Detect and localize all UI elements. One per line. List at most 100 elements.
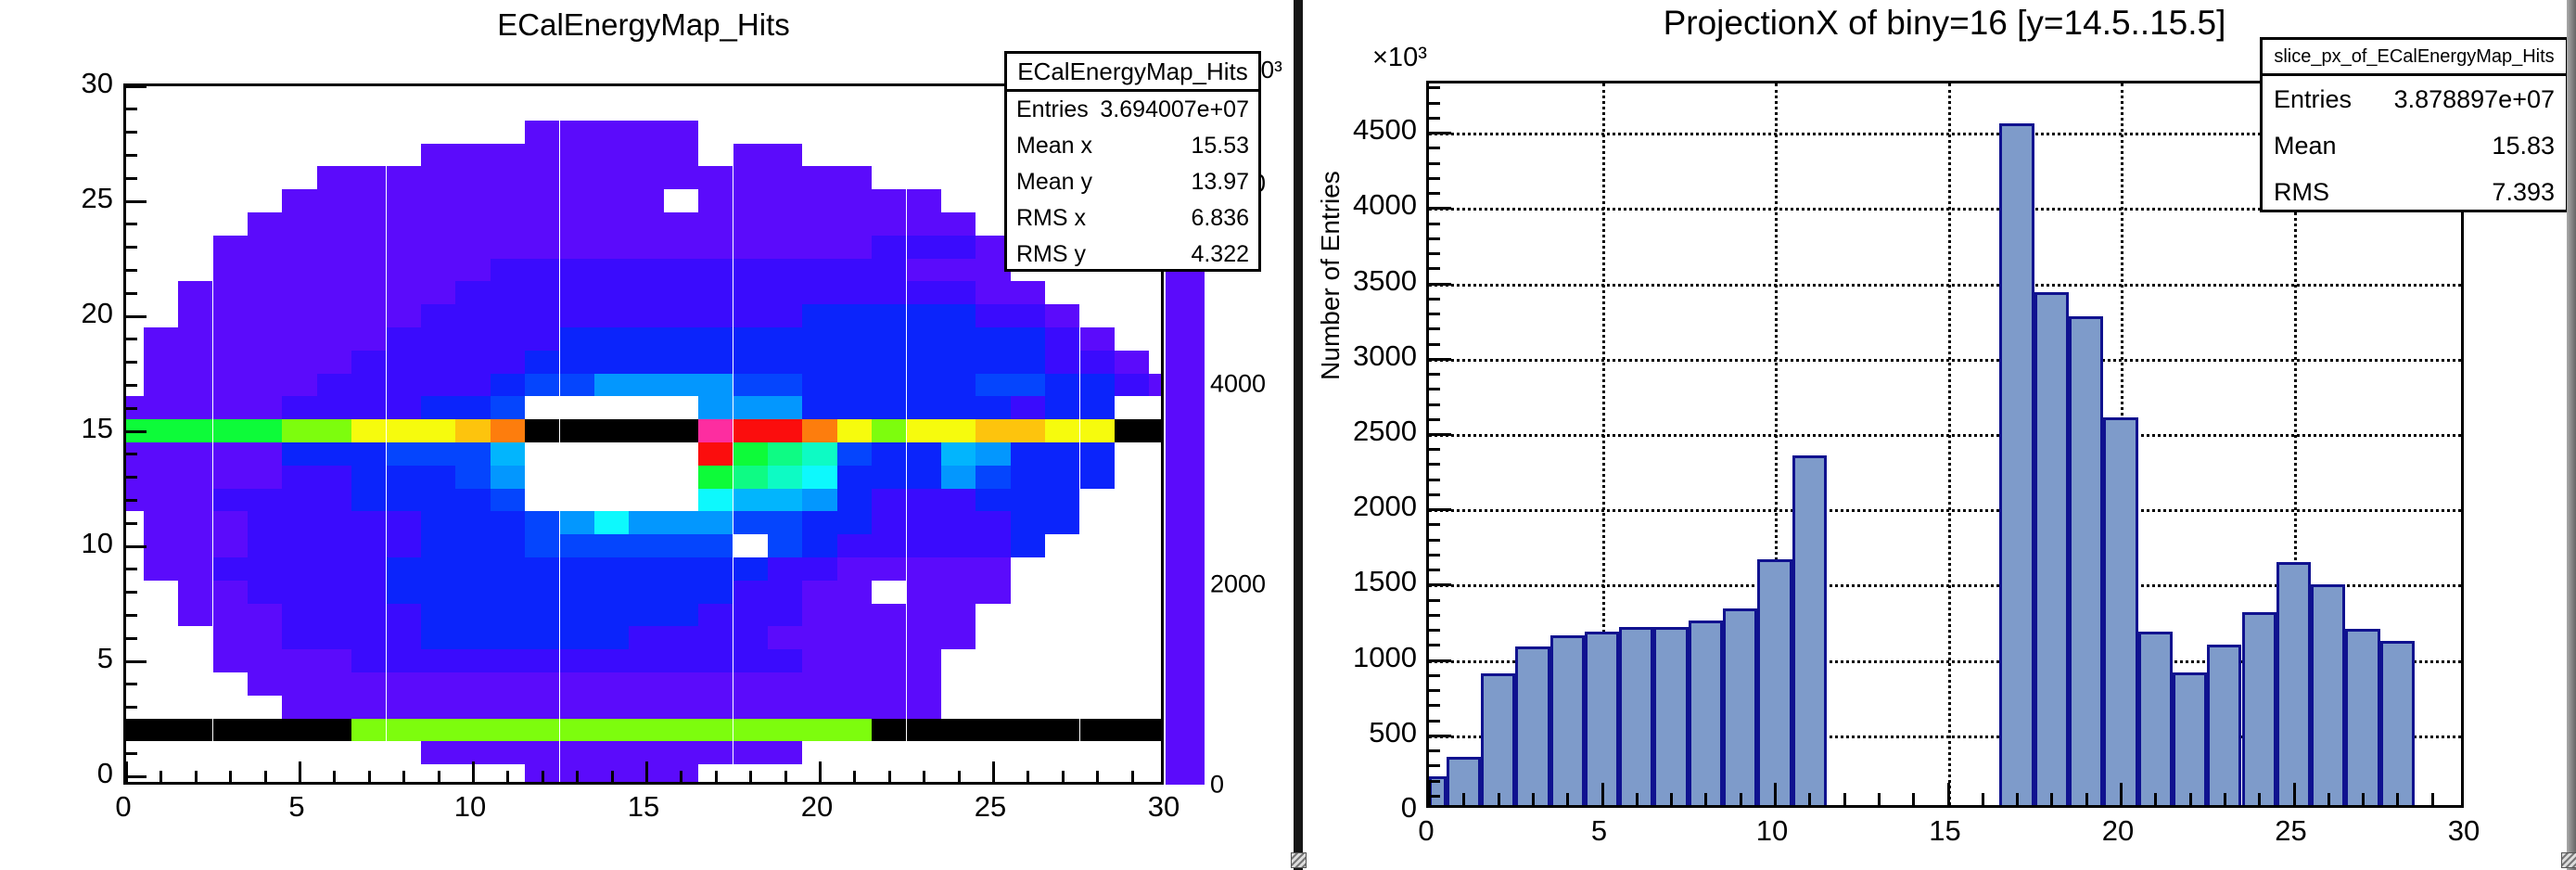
heatmap-cell — [420, 534, 456, 557]
pad-heatmap[interactable]: ECalEnergyMap_Hits 0 5 10 15 20 25 30 0 5 10 15 20… — [0, 0, 1294, 870]
pad-divider[interactable] — [1294, 0, 1303, 870]
histogram-bar — [2069, 316, 2104, 805]
canvas-resize-grip[interactable] — [2561, 852, 2576, 868]
y-tick-label: 4000 — [1353, 188, 1417, 222]
heatmap-cell — [1010, 350, 1046, 374]
pad-projection[interactable]: ProjectionX of biny=16 [y=14.5..15.5] Nu… — [1303, 0, 2569, 870]
stat-value: 3.878897e+07 — [2393, 84, 2555, 113]
horizontal-gridline — [1429, 133, 2461, 136]
heatmap-cell — [455, 695, 491, 719]
heatmap-cell — [872, 695, 907, 719]
projection-title: ProjectionX of biny=16 [y=14.5..15.5] — [1663, 4, 2226, 42]
y-major-tick — [1429, 207, 1451, 211]
heatmap-cell — [525, 741, 560, 765]
divider-resize-grip[interactable] — [1291, 852, 1307, 868]
heatmap-cell — [247, 419, 283, 442]
heatmap-cell — [559, 166, 594, 190]
heatmap-cell — [455, 143, 491, 167]
heatmap-cell — [698, 649, 733, 672]
heatmap-cell — [559, 235, 594, 259]
heatmap-cell — [906, 649, 941, 672]
heatmap-cell — [525, 212, 560, 236]
heatmap-cell — [698, 396, 733, 420]
heatmap-cell — [143, 511, 179, 535]
heatmap-cell — [1045, 350, 1080, 374]
heatmap-cell — [802, 511, 837, 535]
heatmap-cell — [490, 488, 526, 512]
heatmap-cell — [282, 672, 317, 696]
y-minor-tick — [1429, 101, 1440, 105]
heatmap-cell — [872, 488, 907, 512]
heatmap-cell — [525, 511, 560, 535]
heatmap-cell — [178, 603, 213, 627]
heatmap-cell — [247, 534, 283, 557]
heatmap-cell — [316, 419, 352, 442]
heatmap-cell — [872, 442, 907, 466]
projection-frame[interactable] — [1426, 81, 2464, 808]
projection-stats-box[interactable]: slice_px_of_ECalEnergyMap_Hits Entries 3… — [2260, 37, 2569, 212]
heatmap-cell — [836, 350, 873, 374]
heatmap-cell — [386, 419, 421, 442]
x-tick-label: 15 — [627, 790, 660, 823]
heatmap-cell — [386, 373, 421, 397]
y-minor-tick — [126, 176, 137, 180]
y-minor-tick — [1429, 493, 1440, 496]
x-major-tick — [126, 761, 128, 782]
heatmap-cell — [351, 258, 387, 282]
x-minor-tick — [1843, 793, 1846, 805]
heatmap-cell — [178, 557, 213, 581]
heatmap-cell — [351, 189, 387, 212]
x-minor-tick — [853, 771, 857, 782]
x-minor-tick — [2362, 793, 2366, 805]
heatmap-cell — [490, 695, 526, 719]
heatmap-cell — [178, 511, 213, 535]
heatmap-cell — [178, 373, 213, 397]
y-minor-tick — [1429, 161, 1440, 165]
x-tick-label: 10 — [1755, 814, 1789, 847]
heatmap-cell — [698, 718, 733, 742]
heatmap-cell — [629, 695, 664, 719]
x-tick-label: 5 — [288, 790, 305, 823]
heatmap-cell — [490, 465, 526, 489]
y-minor-tick — [1429, 794, 1440, 798]
heatmap-cell — [282, 281, 317, 305]
heatmap-cell — [420, 442, 456, 466]
heatmap-cell — [593, 741, 630, 765]
heatmap-cell — [490, 258, 526, 282]
heatmap-cell — [940, 488, 976, 512]
heatmap-cell — [420, 580, 456, 604]
heatmap-cell — [351, 419, 387, 442]
heatmap-frame[interactable] — [123, 83, 1164, 785]
heatmap-cell — [455, 258, 491, 282]
y-minor-tick — [1429, 779, 1440, 783]
heatmap-cell — [1010, 465, 1046, 489]
heatmap-cell — [872, 281, 907, 305]
heatmap-cell — [698, 741, 733, 765]
heatmap-cell — [316, 304, 352, 327]
heatmap-cell — [282, 603, 317, 627]
heatmap-stats-box[interactable]: ECalEnergyMap_Hits Entries 3.694007e+07 … — [1004, 51, 1261, 272]
y-major-tick — [1429, 659, 1451, 662]
heatmap-cell — [802, 718, 837, 742]
heatmap-cell — [629, 649, 664, 672]
y-minor-tick — [1429, 553, 1440, 557]
canvas-edge-bar[interactable] — [2567, 0, 2576, 870]
stat-label: Entries — [2274, 84, 2353, 113]
heatmap-cell — [872, 350, 907, 374]
heatmap-cell — [282, 327, 317, 351]
heatmap-cell — [802, 465, 837, 489]
heatmap-cell — [351, 396, 387, 420]
heatmap-cell — [247, 672, 283, 696]
heatmap-cell — [836, 534, 873, 557]
heatmap-cell — [836, 327, 873, 351]
y-tick-label: 30 — [81, 66, 113, 99]
heatmap-cell — [386, 212, 421, 236]
heatmap-cell — [836, 396, 873, 420]
heatmap-cell — [698, 281, 733, 305]
x-minor-tick — [2430, 793, 2434, 805]
y-tick-label: 25 — [81, 181, 113, 214]
heatmap-cell — [143, 442, 179, 466]
heatmap-cell — [593, 373, 630, 397]
heatmap-cell — [282, 534, 317, 557]
